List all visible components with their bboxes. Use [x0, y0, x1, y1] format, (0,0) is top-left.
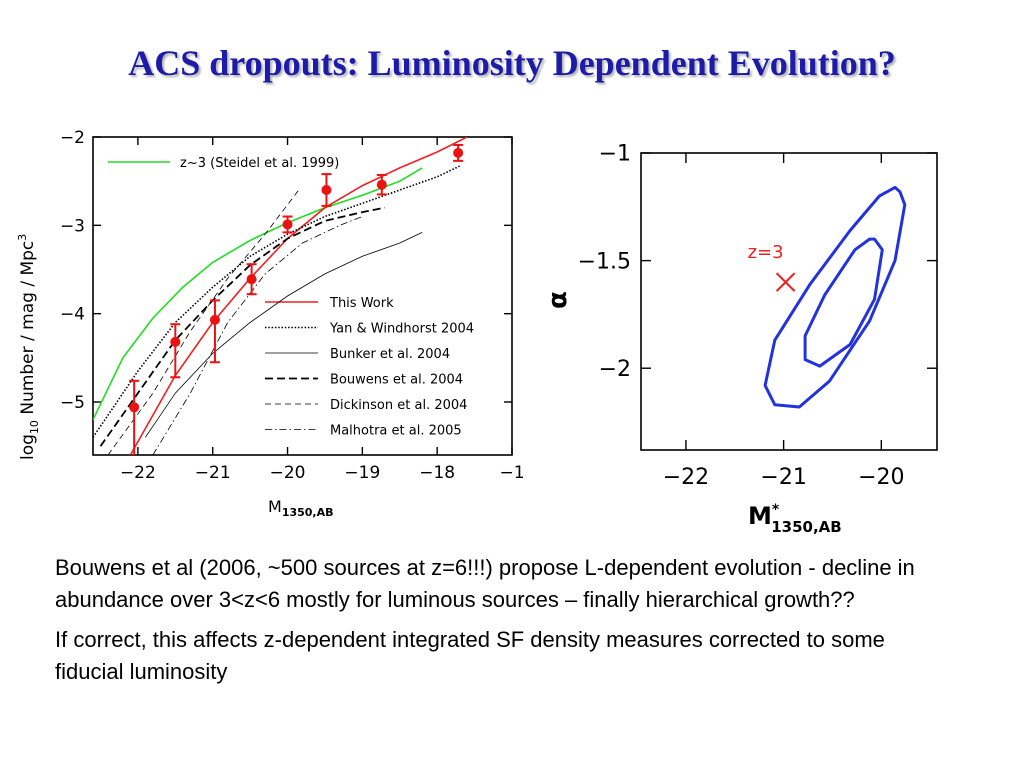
y-tick-label: −5 — [60, 393, 85, 413]
curve — [145, 232, 423, 438]
y-tick-label: −3 — [60, 216, 85, 236]
legend-label: Bouwens et al. 2004 — [330, 373, 463, 388]
x-axis-label-sup: * — [772, 502, 780, 518]
paragraph: If correct, this affects z-dependent int… — [55, 627, 885, 684]
y-axis-label-main: Number / mag / Mpc — [18, 241, 38, 420]
x-tick-label: −22 — [120, 463, 156, 483]
data-point — [170, 336, 181, 347]
x-tick-label: −20 — [270, 463, 306, 483]
data-point — [453, 147, 464, 158]
y-tick-label: −4 — [60, 305, 85, 325]
contour — [803, 237, 884, 368]
x-tick-label: −22 — [663, 465, 709, 490]
y-axis-label-main: log — [18, 434, 38, 460]
y-tick-label: −1 — [599, 142, 631, 167]
y-tick-label: −1.5 — [578, 249, 631, 274]
paragraph: Bouwens et al (2006, ~500 sources at z=6… — [55, 555, 915, 612]
y-axis-label: log10 Number / mag / Mpc3 — [16, 234, 41, 460]
slide-title: ACS dropouts: Luminosity Dependent Evolu… — [128, 43, 896, 83]
plot-frame — [92, 136, 513, 456]
x-axis-label-main: M — [748, 502, 772, 530]
plot-frame — [640, 152, 938, 451]
x-tick-label: −1 — [499, 463, 524, 483]
legend-label: Dickinson et al. 2004 — [330, 398, 467, 413]
x-tick-label: −19 — [344, 463, 380, 483]
data-point — [282, 219, 293, 230]
marker — [775, 272, 796, 292]
data-point — [209, 314, 220, 325]
curve — [129, 137, 468, 455]
slide-body: Bouwens et al (2006, ~500 sources at z=6… — [55, 552, 955, 696]
data-point — [321, 185, 332, 195]
x-tick-label: −20 — [858, 465, 904, 490]
legend-label: z~3 (Steidel et al. 1999) — [180, 156, 339, 171]
y-axis-label-sub: 10 — [28, 420, 41, 434]
y-tick-label: −2 — [60, 128, 85, 148]
legend-label: Yan & Windhorst 2004 — [329, 322, 474, 337]
x-tick-label: −18 — [419, 463, 455, 483]
y-axis-label-sup: 3 — [16, 234, 29, 241]
data-point — [129, 402, 140, 413]
legend-label: Malhotra et al. 2005 — [330, 424, 462, 439]
marker-label: z=3 — [748, 242, 784, 263]
x-axis-label-sub: 1350,AB — [771, 518, 842, 536]
data-point — [246, 274, 257, 285]
x-axis-label: M1350,AB — [268, 497, 334, 519]
curve — [152, 216, 363, 455]
legend-label: Bunker et al. 2004 — [330, 347, 450, 362]
legend-label: This Work — [329, 296, 394, 311]
curve — [93, 167, 423, 421]
y-tick-label: −2 — [599, 357, 631, 382]
x-axis-label-main: M — [268, 497, 282, 516]
x-tick-label: −21 — [195, 463, 231, 483]
curve — [93, 165, 460, 438]
x-axis-label: M* 1350,AB — [748, 502, 842, 536]
x-axis-label-sub: 1350,AB — [282, 506, 334, 519]
contour — [763, 185, 907, 409]
curve — [107, 189, 300, 455]
data-point — [376, 179, 387, 190]
x-tick-label: −21 — [760, 465, 806, 490]
y-axis-label: α — [543, 291, 573, 309]
